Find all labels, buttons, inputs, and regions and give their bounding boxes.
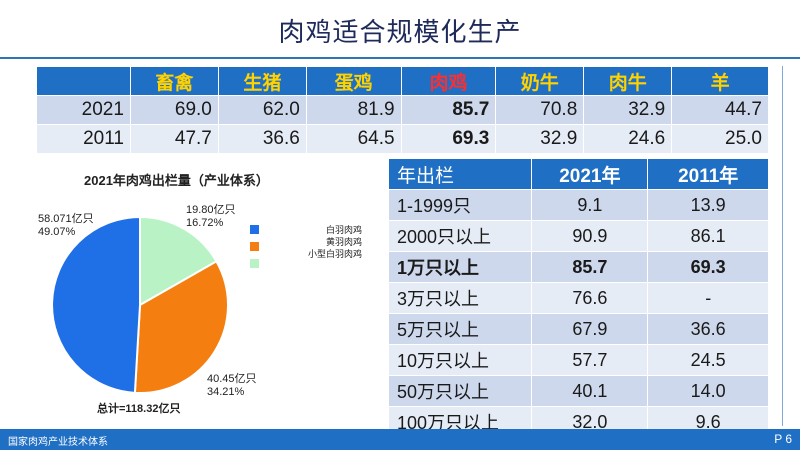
header-cell: 羊 bbox=[671, 66, 769, 96]
value-cell: 13.9 bbox=[647, 189, 769, 221]
table-row: 50万只以上 40.1 14.0 bbox=[387, 375, 769, 407]
year-cell: 2011 bbox=[36, 124, 131, 154]
header-cell: 奶牛 bbox=[495, 66, 585, 96]
header-cell: 肉牛 bbox=[583, 66, 673, 96]
pie-total: 总计=118.32亿只 bbox=[97, 403, 181, 415]
table-row: 1万只以上 85.7 69.3 bbox=[387, 251, 769, 283]
value-cell: 70.8 bbox=[495, 95, 585, 125]
header-cell: 畜禽 bbox=[129, 66, 219, 96]
value-cell: 32.9 bbox=[583, 95, 673, 125]
value-cell: 32.9 bbox=[495, 124, 585, 154]
header-cell: 2011年 bbox=[647, 158, 769, 190]
table-row: 3万只以上 76.6 - bbox=[387, 282, 769, 314]
value-cell: 9.1 bbox=[531, 189, 649, 221]
side-divider bbox=[782, 66, 783, 426]
table-row: 5万只以上 67.9 36.6 bbox=[387, 313, 769, 345]
table-row: 1-1999只 9.1 13.9 bbox=[387, 189, 769, 221]
scale-label: 2000只以上 bbox=[387, 220, 533, 252]
header-cell: 生猪 bbox=[217, 66, 307, 96]
pie-slice-1 bbox=[133, 259, 230, 394]
value-cell: 62.0 bbox=[217, 95, 307, 125]
value-cell: 14.0 bbox=[647, 375, 769, 407]
header-cell bbox=[36, 66, 131, 96]
livestock-scale-table: 畜禽 生猪 蛋鸡 肉鸡 奶牛 肉牛 羊 2021 69.0 62.0 81.9 … bbox=[36, 66, 769, 154]
title-divider bbox=[0, 57, 800, 59]
value-cell: 24.6 bbox=[583, 124, 673, 154]
slice-label-small: 19.80亿只 16.72% bbox=[186, 204, 236, 229]
value-cell: 76.6 bbox=[531, 282, 649, 314]
value-cell: 85.7 bbox=[400, 95, 497, 125]
value-cell: 69.3 bbox=[400, 124, 497, 154]
scale-label: 50万只以上 bbox=[387, 375, 533, 407]
value-cell: 57.7 bbox=[531, 344, 649, 376]
value-cell: - bbox=[647, 282, 769, 314]
pie-chart bbox=[51, 215, 230, 394]
scale-label: 1-1999只 bbox=[387, 189, 533, 221]
table-row: 2021 69.0 62.0 81.9 85.7 70.8 32.9 44.7 bbox=[36, 95, 769, 125]
slide-title: 肉鸡适合规模化生产 bbox=[278, 17, 522, 47]
year-cell: 2021 bbox=[36, 95, 131, 125]
table-row: 2000只以上 90.9 86.1 bbox=[387, 220, 769, 252]
slice-label-yellow: 40.45亿只 34.21% bbox=[207, 373, 257, 398]
header-cell: 年出栏 bbox=[387, 158, 533, 190]
footer-org: 国家肉鸡产业技术体系 bbox=[8, 437, 108, 448]
scale-label: 3万只以上 bbox=[387, 282, 533, 314]
table-header-row: 年出栏 2021年 2011年 bbox=[387, 158, 769, 190]
value-cell: 47.7 bbox=[129, 124, 219, 154]
pie-title: 2021年肉鸡出栏量（产业体系） bbox=[84, 173, 269, 188]
value-cell: 85.7 bbox=[531, 251, 649, 283]
header-cell: 蛋鸡 bbox=[305, 66, 402, 96]
header-cell-highlight: 肉鸡 bbox=[400, 66, 497, 96]
value-cell: 64.5 bbox=[305, 124, 402, 154]
legend-label: 黄羽肉鸡 bbox=[325, 237, 362, 247]
value-cell: 24.5 bbox=[647, 344, 769, 376]
value-cell: 25.0 bbox=[671, 124, 769, 154]
footer-bar bbox=[0, 429, 800, 450]
slice-label-white: 58.071亿只 49.07% bbox=[38, 213, 94, 238]
page-number: P 6 bbox=[774, 432, 792, 446]
scale-label: 10万只以上 bbox=[387, 344, 533, 376]
value-cell: 44.7 bbox=[671, 95, 769, 125]
scale-label: 5万只以上 bbox=[387, 313, 533, 345]
header-cell: 2021年 bbox=[531, 158, 649, 190]
value-cell: 36.6 bbox=[217, 124, 307, 154]
table-row: 10万只以上 57.7 24.5 bbox=[387, 344, 769, 376]
pie-slice-2 bbox=[139, 215, 218, 307]
legend-swatch-yellow bbox=[250, 242, 259, 251]
farm-scale-table: 年出栏 2021年 2011年 1-1999只 9.1 13.9 2000只以上… bbox=[387, 158, 769, 438]
table-row: 2011 47.7 36.6 64.5 69.3 32.9 24.6 25.0 bbox=[36, 124, 769, 154]
value-cell: 86.1 bbox=[647, 220, 769, 252]
value-cell: 40.1 bbox=[531, 375, 649, 407]
legend-swatch-white bbox=[250, 225, 259, 234]
legend-label: 小型白羽肉鸡 bbox=[307, 249, 362, 259]
pie-slice-0 bbox=[51, 215, 141, 394]
value-cell: 90.9 bbox=[531, 220, 649, 252]
legend-label: 白羽肉鸡 bbox=[325, 225, 362, 235]
legend-swatch-small bbox=[250, 259, 259, 268]
value-cell: 36.6 bbox=[647, 313, 769, 345]
value-cell: 81.9 bbox=[305, 95, 402, 125]
value-cell: 67.9 bbox=[531, 313, 649, 345]
value-cell: 69.3 bbox=[647, 251, 769, 283]
scale-label: 1万只以上 bbox=[387, 251, 533, 283]
table-header-row: 畜禽 生猪 蛋鸡 肉鸡 奶牛 肉牛 羊 bbox=[36, 66, 769, 96]
value-cell: 69.0 bbox=[129, 95, 219, 125]
